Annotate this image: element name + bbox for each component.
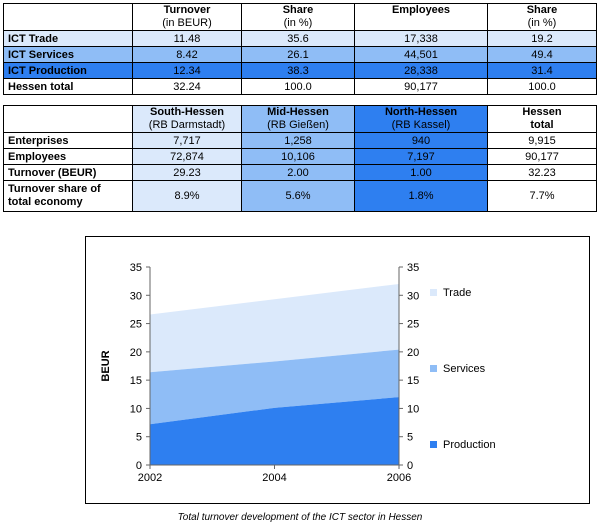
header-cell-empty (3, 105, 133, 133)
table-cell: 90,177 (354, 78, 488, 95)
header-employees: Employees (354, 3, 488, 31)
table-cell: 1,258 (241, 132, 355, 149)
legend-label-services: Services (443, 363, 486, 375)
table-cell: 19.2 (487, 30, 597, 47)
row-label: ICT Production (3, 62, 133, 79)
row-label: Enterprises (3, 132, 133, 149)
header-share: Share (in %) (241, 3, 355, 31)
table-cell: 28,338 (354, 62, 488, 79)
table-cell: 100.0 (487, 78, 597, 95)
table-cell: 29.23 (132, 164, 242, 181)
table-cell: 90,177 (487, 148, 597, 165)
y-tick-label-right: 35 (407, 262, 419, 274)
header-north-hessen: North-Hessen (RB Kassel) (354, 105, 488, 133)
area-services (150, 349, 399, 425)
table-cell: 8.42 (132, 46, 242, 63)
table-cell: 1.8% (354, 180, 488, 212)
table-cell: 17,338 (354, 30, 488, 47)
y-tick-label-right: 5 (407, 432, 413, 444)
table-cell: 1.00 (354, 164, 488, 181)
turnover-area-chart: 0 0 5 5 10 10 15 15 20 20 25 25 30 30 35 35 2002 2004 2006… (100, 262, 496, 484)
x-tick-label: 2006 (387, 472, 411, 484)
y-axis-label: BEUR (100, 350, 112, 381)
table-cell: 5.6% (241, 180, 355, 212)
header-turnover: Turnover (in BEUR) (132, 3, 242, 31)
table-cell: 31.4 (487, 62, 597, 79)
header-hessen-total: Hessen total (487, 105, 597, 133)
table-cell: 38.3 (241, 62, 355, 79)
area-production (150, 397, 399, 465)
table-cell: 8.9% (132, 180, 242, 212)
y-tick-label-right: 0 (407, 460, 413, 472)
table-cell: 32.23 (487, 164, 597, 181)
x-tick-label: 2002 (138, 472, 162, 484)
table-row: Turnover share of total economy 8.9% 5.6%… (3, 180, 597, 212)
header-share-employees: Share (in %) (487, 3, 597, 31)
table-cell: 72,874 (132, 148, 242, 165)
row-label: Hessen total (3, 78, 133, 95)
header-mid-hessen: Mid-Hessen (RB Gießen) (241, 105, 355, 133)
row-label: Turnover (BEUR) (3, 164, 133, 181)
header-cell-empty (3, 3, 133, 31)
legend-swatch-trade (430, 289, 437, 296)
legend-swatch-production (430, 441, 437, 448)
legend-label-production: Production (443, 439, 496, 451)
row-label: Employees (3, 148, 133, 165)
table-row: ICT Production 12.34 38.3 28,338 31.4 (3, 62, 597, 79)
table-cell: 940 (354, 132, 488, 149)
y-tick-label-right: 30 (407, 290, 419, 302)
y-tick-label-left: 35 (130, 262, 142, 274)
table-cell: 12.34 (132, 62, 242, 79)
table-row: ICT Services 8.42 26.1 44,501 49.4 (3, 46, 597, 63)
table-cell: 7,197 (354, 148, 488, 165)
table-cell: 35.6 (241, 30, 355, 47)
table-cell: 100.0 (241, 78, 355, 95)
table-cell: 49.4 (487, 46, 597, 63)
table-header-row: Turnover (in BEUR) Share (in %) Employees … (3, 3, 597, 31)
header-south-hessen: South-Hessen (RB Darmstadt) (132, 105, 242, 133)
table-cell: 32.24 (132, 78, 242, 95)
table-cell: 10,106 (241, 148, 355, 165)
y-tick-label-right: 15 (407, 375, 419, 387)
legend-label-trade: Trade (443, 287, 471, 299)
y-tick-label-left: 20 (130, 347, 142, 359)
table-cell: 9,915 (487, 132, 597, 149)
table-row: Turnover (BEUR) 29.23 2.00 1.00 32.23 (3, 164, 597, 181)
y-tick-label-left: 15 (130, 375, 142, 387)
ict-sector-table: Turnover (in BEUR) Share (in %) Employees … (3, 3, 597, 95)
y-tick-label-left: 0 (136, 460, 142, 472)
table-row: Enterprises 7,717 1,258 940 9,915 (3, 132, 597, 149)
row-label: ICT Services (3, 46, 133, 63)
table-row: ICT Trade 11.48 35.6 17,338 19.2 (3, 30, 597, 47)
region-table: South-Hessen (RB Darmstadt) Mid-Hessen (RB… (3, 105, 597, 212)
table-row-total: Hessen total 32.24 100.0 90,177 100.0 (3, 78, 597, 95)
chart-caption: Total turnover development of the ICT se… (177, 512, 423, 523)
table-row: Employees 72,874 10,106 7,197 90,177 (3, 148, 597, 165)
y-tick-label-left: 10 (130, 403, 142, 415)
table-cell: 7,717 (132, 132, 242, 149)
y-tick-label-left: 30 (130, 290, 142, 302)
area-trade (150, 283, 399, 373)
y-tick-label-left: 5 (136, 432, 142, 444)
table-cell: 2.00 (241, 164, 355, 181)
turnover-chart: 0 0 5 5 10 10 15 15 20 20 25 25 30 30 35 35 2002 2004 2006… (85, 236, 590, 504)
y-tick-label-right: 25 (407, 319, 419, 331)
table-cell: 44,501 (354, 46, 488, 63)
table-cell: 11.48 (132, 30, 242, 47)
table-header-row: South-Hessen (RB Darmstadt) Mid-Hessen (RB… (3, 105, 597, 133)
y-tick-label-right: 20 (407, 347, 419, 359)
y-tick-label-right: 10 (407, 403, 419, 415)
table-cell: 7.7% (487, 180, 597, 212)
legend-swatch-services (430, 365, 437, 372)
row-label: ICT Trade (3, 30, 133, 47)
row-label: Turnover share of total economy (3, 180, 133, 212)
table-cell: 26.1 (241, 46, 355, 63)
y-tick-label-left: 25 (130, 319, 142, 331)
x-tick-label: 2004 (262, 472, 286, 484)
